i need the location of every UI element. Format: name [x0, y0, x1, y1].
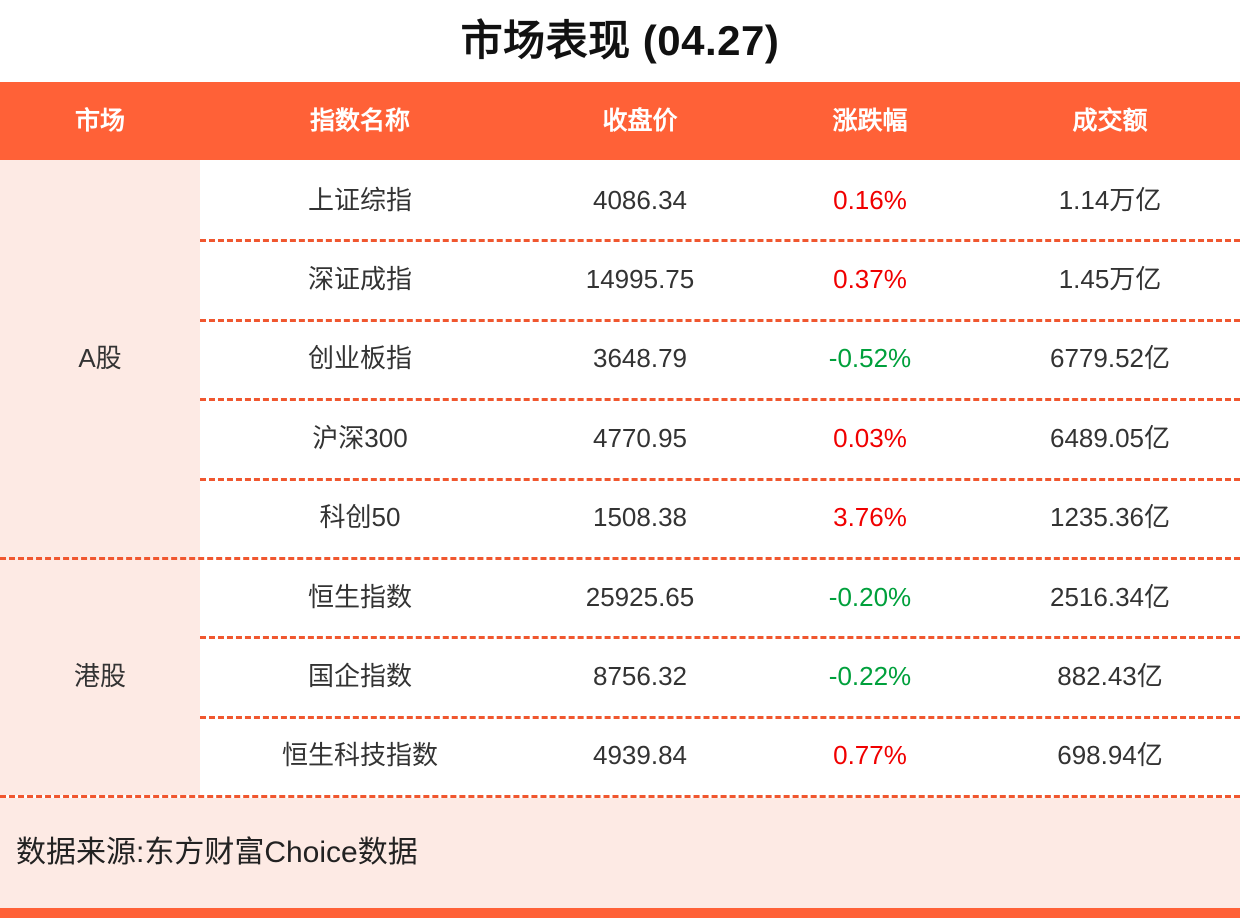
cell-turnover: 1.14万亿: [1058, 184, 1162, 215]
cell-turnover: 6779.52亿: [1050, 343, 1170, 374]
cell-close-price: 14995.75: [585, 264, 695, 295]
row-divider: [200, 239, 1240, 243]
row-divider: [200, 715, 1240, 719]
cell-index-name: 恒生科技指数: [281, 740, 438, 771]
cell-close-price: 4939.84: [593, 740, 687, 771]
cell-close-price: 1508.38: [593, 502, 687, 533]
table-row: 上证综指 4086.34 0.16% 1.14万亿: [200, 160, 1240, 240]
row-divider: [200, 477, 1240, 481]
market-group-1: A股: [0, 160, 200, 557]
bottom-accent-bar: [0, 908, 1240, 918]
column-header-index-name: 指数名称: [309, 106, 410, 135]
cell-index-name: 恒生指数: [307, 581, 412, 612]
cell-turnover: 6489.05亿: [1050, 422, 1170, 453]
column-header-turnover: 成交额: [1072, 106, 1148, 135]
cell-close-price: 4770.95: [593, 422, 687, 453]
cell-change-pct: 0.77%: [833, 740, 907, 771]
market-label: A股: [78, 343, 122, 374]
cell-index-name: 创业板指: [307, 343, 412, 374]
table-row: 恒生指数 25925.65 -0.20% 2516.34亿: [200, 556, 1240, 637]
cell-close-price: 4086.34: [593, 184, 687, 215]
market-group-2: 港股: [0, 557, 200, 795]
row-divider: [200, 398, 1240, 402]
footer-bar: 数据来源:东方财富Choice数据: [0, 798, 1240, 908]
data-source-label: 数据来源:东方财富Choice数据: [16, 836, 418, 869]
cell-index-name: 上证综指: [307, 184, 412, 215]
cell-turnover: 882.43亿: [1057, 660, 1163, 691]
cell-close-price: 3648.79: [593, 343, 687, 374]
table-rows: 上证综指 4086.34 0.16% 1.14万亿深证成指 14995.75 0.37% 1…: [200, 160, 1240, 795]
table-row: 科创50 1508.38 3.76% 1235.36亿: [200, 477, 1240, 557]
market-column-background: [0, 160, 200, 795]
table-header-row: 市场 指数名称 收盘价 涨跌幅 成交额: [0, 82, 1240, 160]
cell-change-pct: 0.03%: [833, 422, 907, 453]
market-group-divider: [0, 556, 1240, 560]
table-row: 恒生科技指数 4939.84 0.77% 698.94亿: [200, 715, 1240, 795]
cell-change-pct: -0.20%: [828, 581, 912, 612]
cell-turnover: 698.94亿: [1057, 740, 1163, 771]
column-header-market: 市场: [74, 106, 125, 135]
cell-turnover: 2516.34亿: [1050, 581, 1170, 612]
row-divider: [200, 318, 1240, 322]
column-header-change-pct: 涨跌幅: [832, 106, 908, 135]
page-title: 市场表现 (04.27): [460, 17, 780, 64]
table-row: 国企指数 8756.32 -0.22% 882.43亿: [200, 636, 1240, 716]
cell-change-pct: 0.16%: [833, 184, 907, 215]
table-row: 沪深300 4770.95 0.03% 6489.05亿: [200, 398, 1240, 478]
market-label: 港股: [73, 660, 126, 691]
table-row: 深证成指 14995.75 0.37% 1.45万亿: [200, 239, 1240, 319]
cell-turnover: 1235.36亿: [1050, 502, 1170, 533]
cell-close-price: 8756.32: [593, 660, 687, 691]
cell-index-name: 深证成指: [307, 264, 412, 295]
cell-change-pct: 0.37%: [833, 264, 907, 295]
footer-divider: [0, 795, 1240, 798]
cell-turnover: 1.45万亿: [1058, 264, 1162, 295]
card-title-bar: 市场表现 (04.27): [0, 0, 1240, 82]
cell-index-name: 沪深300: [312, 422, 408, 453]
cell-change-pct: -0.22%: [828, 660, 912, 691]
column-header-close-price: 收盘价: [602, 106, 678, 135]
cell-index-name: 国企指数: [307, 660, 412, 691]
cell-index-name: 科创50: [319, 502, 401, 533]
table-body: A股港股 上证综指 4086.34 0.16% 1.14万亿深证成指 14995.75 0…: [0, 160, 1240, 795]
cell-change-pct: -0.52%: [828, 343, 912, 374]
row-divider: [200, 636, 1240, 640]
cell-close-price: 25925.65: [585, 581, 695, 612]
cell-change-pct: 3.76%: [833, 502, 907, 533]
table-row: 创业板指 3648.79 -0.52% 6779.52亿: [200, 318, 1240, 399]
